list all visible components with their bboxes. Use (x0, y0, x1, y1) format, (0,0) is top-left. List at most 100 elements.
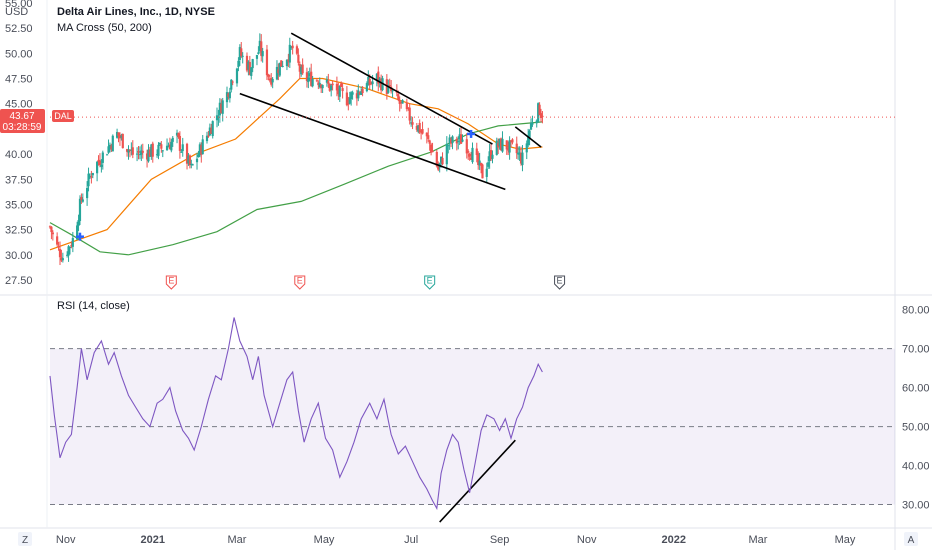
candle-body (140, 150, 143, 155)
candle-body (397, 94, 400, 100)
indicator-label[interactable]: MA Cross (50, 200) (57, 22, 152, 34)
candle-body (205, 135, 209, 142)
candle-body (195, 158, 199, 163)
candle-body (317, 82, 320, 86)
candle-body (128, 149, 132, 151)
candle-body (247, 61, 250, 70)
candle-body (368, 78, 371, 85)
candle-body (308, 73, 311, 77)
candle-body (98, 160, 102, 166)
candle-body (185, 143, 189, 164)
candle-body (487, 162, 490, 167)
candle-body (370, 82, 373, 84)
trendlines[interactable] (239, 32, 542, 523)
candle-body (60, 257, 63, 261)
candle-body (90, 176, 93, 178)
candle-body (408, 107, 411, 121)
candle-body (237, 60, 240, 67)
rsi-trendline (439, 439, 516, 523)
candle-body (197, 154, 200, 157)
candle-body (400, 101, 403, 103)
candle-body (67, 246, 70, 256)
candle-body (411, 122, 414, 125)
candle-body (479, 162, 483, 166)
candle-body (318, 82, 321, 88)
candle-body (360, 91, 363, 95)
trendline (239, 92, 506, 191)
candle-body (519, 153, 523, 164)
price-tick-label: 47.50 (5, 74, 33, 86)
candle-body (407, 107, 410, 109)
candle-body (478, 160, 481, 166)
candle-body (431, 150, 434, 153)
candle-body (61, 258, 64, 261)
candle-body (108, 144, 112, 149)
candle-body (80, 197, 83, 201)
candle-body (107, 146, 110, 153)
candle-body (441, 157, 444, 165)
candle-body (417, 125, 420, 132)
candle-body (66, 254, 69, 256)
candle-body (528, 130, 531, 139)
candle-body (51, 232, 54, 235)
earnings-badge (424, 275, 436, 290)
candle-body (251, 59, 254, 69)
candle-body (170, 141, 173, 151)
price-tick-label: 27.50 (5, 275, 33, 287)
candle-body (157, 144, 160, 156)
candle-body (297, 54, 300, 63)
auto-scale-button[interactable]: A (904, 532, 918, 546)
candle-body (221, 100, 224, 114)
timezone-button[interactable]: Z (18, 532, 32, 546)
trendline (514, 126, 542, 148)
candle-body (477, 153, 480, 166)
candle-body (447, 145, 450, 147)
rsi-line (49, 317, 543, 511)
candle-body (87, 173, 90, 187)
rsi-tick-label: 40.00 (902, 461, 930, 473)
rsi-axis[interactable]: 80.00 70.00 60.00 50.00 40.00 30.00 (902, 305, 930, 512)
candle-body (489, 150, 493, 160)
candle-body (208, 127, 211, 136)
candle-body (270, 78, 273, 85)
time-tick-label: Nov (56, 534, 76, 546)
candle-body (430, 144, 433, 153)
candle-body (238, 47, 241, 60)
symbol-title[interactable]: Delta Air Lines, Inc., 1D, NYSE (57, 6, 215, 18)
candle-body (517, 152, 520, 155)
candle-body (295, 46, 299, 54)
candle-body (495, 140, 498, 155)
rsi-series (49, 317, 543, 511)
candle-body (398, 100, 401, 104)
candle-body (215, 115, 219, 121)
candle-body (539, 113, 543, 118)
price-tick-label: 45.00 (5, 99, 33, 111)
price-tick-label: 55.00 (5, 0, 33, 10)
candle-body (160, 144, 163, 149)
ticker-tag-bg (52, 110, 74, 122)
candle-body (100, 164, 103, 167)
candle-body (188, 155, 191, 166)
candle-body (207, 135, 210, 137)
candle-body (527, 136, 530, 146)
price-axis[interactable]: 55.0052.5050.0047.5045.0042.5040.0037.50… (5, 0, 33, 287)
candle-body (91, 172, 94, 176)
candle-body (321, 84, 324, 89)
candle-body (86, 188, 89, 199)
candle-body (230, 79, 233, 90)
candle-body (425, 132, 428, 137)
candle-body (330, 85, 333, 91)
candle-body (58, 249, 62, 258)
candle-body (145, 153, 149, 160)
trendline (290, 32, 493, 145)
ticker-tag: DAL (54, 111, 72, 121)
candle-body (200, 145, 203, 155)
candle-body (138, 154, 142, 156)
candle-body (275, 66, 279, 80)
time-axis[interactable]: Nov 2021 Mar May Jul Sep Nov 2022 Mar May (56, 534, 856, 546)
candle-body (240, 48, 243, 57)
rsi-title[interactable]: RSI (14, close) (57, 300, 130, 312)
time-tick-label: 2021 (141, 534, 165, 546)
